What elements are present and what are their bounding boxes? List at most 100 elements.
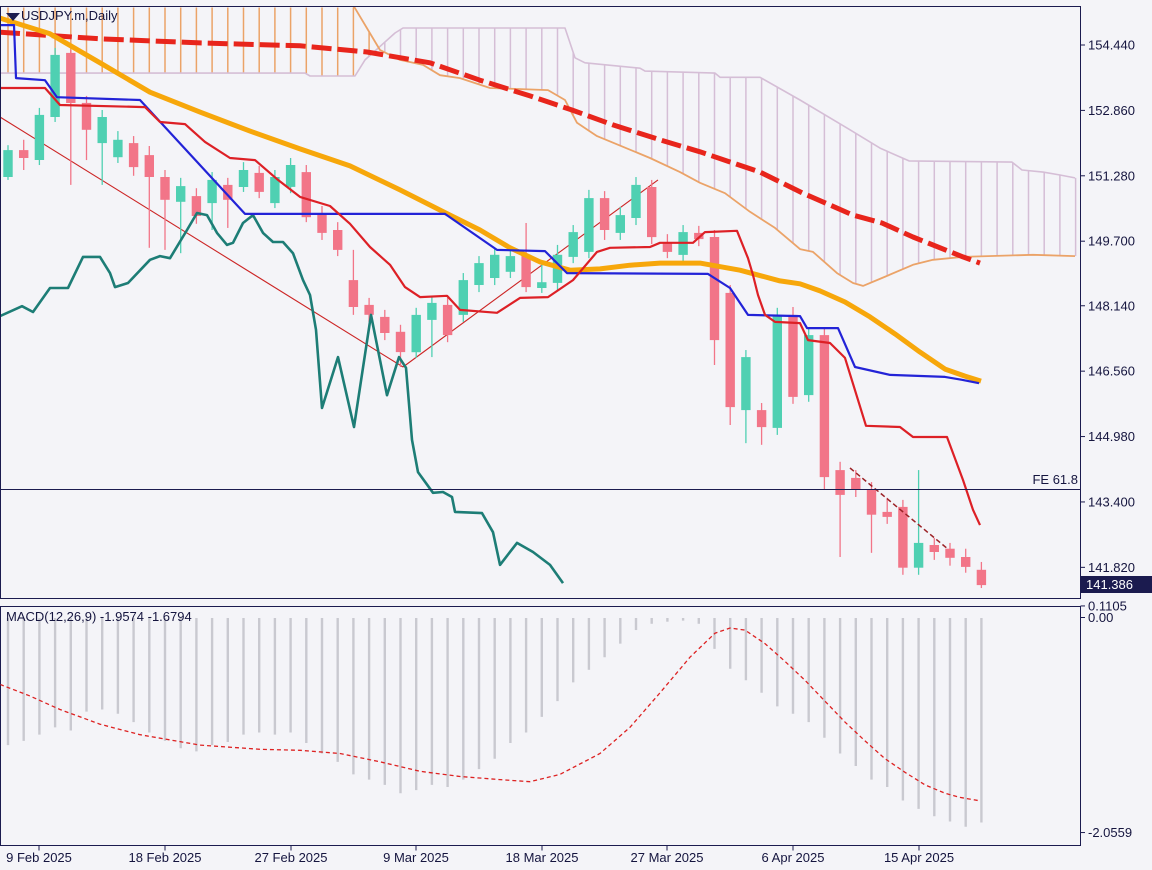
candle-body-down [709,237,720,341]
candle-body-down [254,172,264,192]
candle-body-down [851,477,861,490]
date-tick-label: 9 Mar 2025 [383,850,449,865]
price-tick-label: 149.700 [1088,234,1135,249]
macd-signal-line [0,627,979,802]
symbol-timeframe-label: USDJPY.m,Daily [21,8,118,23]
senkou-span-b-line [0,27,1076,179]
candle-body-up [474,263,484,285]
price-tick-label: 144.980 [1088,429,1135,444]
ichimoku-cloud-hatch [7,7,1077,284]
main-plot-area[interactable] [0,0,1081,589]
candle-body-up [772,314,782,428]
candle-body-down [333,230,343,250]
price-tick-label: 148.140 [1088,298,1135,313]
candle-body-up [411,314,421,353]
candle-body-down [725,292,735,408]
candle-body-up [207,179,217,204]
date-axis[interactable]: 9 Feb 2025 18 Feb 2025 27 Feb 2025 9 Mar 20… [6,845,954,866]
candle-body-up [505,256,516,272]
candle-body-up [97,117,107,144]
candle-body-down [976,569,987,586]
candle-body-up [537,282,547,288]
candle-body-down [662,242,673,252]
macd-plot-area[interactable] [0,618,983,827]
candle-body-down [866,489,877,515]
candle-body-up [50,54,60,117]
candle-body-down [882,511,892,517]
candle-body-down [929,545,939,552]
macd-tick-label: 0.00 [1088,610,1113,625]
orange-ma-line [0,15,982,384]
date-tick-label: 27 Feb 2025 [254,850,327,865]
candle-body-up [631,184,641,218]
candle-body-down [66,52,76,103]
kijun-sen-line [0,24,980,385]
candle-body-down [19,150,29,158]
candle-body-down [160,177,170,200]
descending-trendline [0,116,404,368]
price-tick-label: 141.820 [1088,560,1135,575]
candle-body-down [191,196,202,216]
candle-body-down [301,172,311,218]
macd-indicator-label: MACD(12,26,9) -1.9574 -1.6794 [6,609,192,624]
candle-body-down [144,155,154,177]
candle-body-down [945,548,955,558]
candle-body-down [835,470,845,495]
macd-tick-label: 0.1105 [1088,598,1127,613]
macd-panel-frame [0,606,1081,846]
price-tick-label: 146.560 [1088,364,1135,379]
price-axis[interactable]: 154.440 152.860 151.280 149.700 148.140 146.5… [1080,38,1136,841]
candle-body-up [176,186,186,202]
candle-body-down [694,232,704,240]
price-tick-label: 152.860 [1088,103,1135,118]
price-tick-label: 154.440 [1088,38,1135,53]
candle-body-down [380,316,390,333]
price-tick-label: 143.400 [1088,494,1135,509]
candle-body-up [804,335,814,396]
current-price-badge: 141.386 [1081,576,1152,593]
candle-body-down [223,184,233,200]
symbol-dropdown-icon[interactable] [6,13,20,21]
candle-body-down [348,280,359,307]
candle-body-up [584,198,594,252]
tenkan-sen-line [0,86,982,526]
date-tick-label: 27 Mar 2025 [631,850,704,865]
candle-body-up [490,254,500,278]
candlesticks [3,47,987,589]
candle-body-down [819,335,830,478]
candle-body-down [788,314,798,397]
candle-body-down [898,506,908,568]
candle-body-up [270,177,280,204]
main-chart-frame [0,6,1081,599]
candle-body-down [317,213,327,233]
macd-histogram [6,618,983,827]
candle-body-up [238,170,249,187]
chikou-span-line [0,211,565,584]
date-tick-label: 6 Apr 2025 [762,850,825,865]
candle-body-up [3,150,13,177]
candle-body-down [756,410,767,428]
candle-body-down [647,187,657,238]
candle-body-up [568,232,578,257]
candle-body-up [285,165,296,187]
macd-tick-label: -2.0559 [1088,825,1132,840]
candle-body-down [521,254,531,288]
date-tick-label: 18 Feb 2025 [128,850,201,865]
candle-body-down [364,304,374,315]
candle-body-down [442,304,453,336]
date-tick-label: 18 Mar 2025 [506,850,579,865]
candle-body-up [458,280,468,315]
senkou-span-a-line [352,6,1076,287]
candle-body-up [427,302,437,320]
thick-red-ma-line [0,29,981,266]
candle-body-down [961,557,971,567]
candle-body-up [913,542,924,568]
fibonacci-expansion-label: FE 61.8 [1032,472,1078,487]
price-tick-label: 151.280 [1088,168,1135,183]
candle-body-down [599,198,610,230]
candle-body-down [128,143,139,168]
candle-body-up [34,114,45,160]
candle-body-down [81,102,92,130]
